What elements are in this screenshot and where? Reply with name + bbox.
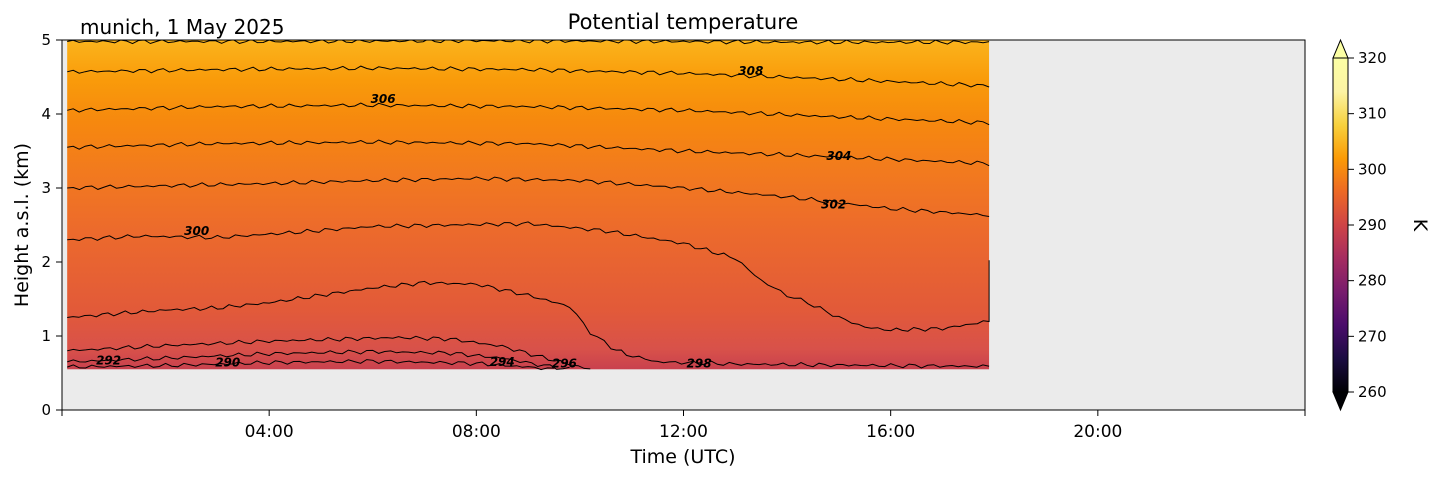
contour-290 — [67, 359, 555, 371]
contour-label-292: 292 — [96, 353, 121, 367]
contour-label-296: 296 — [552, 356, 577, 370]
x-tick-label: 16:00 — [866, 422, 915, 442]
contour-292 — [67, 349, 570, 370]
colorbar-tick-label: 260 — [1358, 383, 1387, 401]
x-tick-label: 04:00 — [245, 422, 294, 442]
contour-lines — [67, 40, 990, 371]
contour-308 — [67, 40, 990, 45]
colorbar-tick-label: 310 — [1358, 105, 1387, 123]
x-tick-label: 08:00 — [452, 422, 501, 442]
colorbar-tick-label: 300 — [1358, 160, 1387, 178]
contour-label-290: 290 — [215, 356, 240, 370]
contour-label-306: 306 — [371, 92, 396, 106]
contour-label-298: 298 — [687, 356, 712, 370]
contour-302 — [67, 139, 990, 167]
contour-label-308: 308 — [738, 64, 763, 78]
contour-300 — [67, 176, 990, 217]
y-tick-label: 2 — [41, 253, 51, 271]
contour-label-302: 302 — [821, 197, 846, 211]
x-tick-label: 12:00 — [659, 422, 708, 442]
contour-304 — [67, 102, 990, 126]
colorbar-ticks: 260 270 280 290 300 310 320 — [1348, 49, 1387, 401]
colorbar-tick-label: 270 — [1358, 327, 1387, 345]
chart-title: Potential temperature — [568, 10, 799, 34]
colorbar-tick-label: 320 — [1358, 49, 1387, 67]
y-tick-label: 1 — [41, 327, 51, 345]
contour-294 — [67, 335, 591, 370]
contour-label-304: 304 — [826, 149, 851, 163]
potential-temperature-field — [67, 40, 990, 370]
contour-label-300: 300 — [184, 224, 209, 238]
contour-298 — [67, 221, 990, 332]
y-axis-ticks: 0 1 2 3 4 5 — [41, 31, 62, 419]
contour-306 — [67, 65, 990, 88]
contour-label-294: 294 — [490, 355, 515, 369]
y-tick-label: 0 — [41, 401, 51, 419]
colorbar-label: K — [1409, 219, 1429, 232]
chart-subtitle: munich, 1 May 2025 — [80, 15, 284, 39]
y-tick-label: 4 — [41, 105, 51, 123]
x-axis-label: Time (UTC) — [629, 446, 735, 468]
colorbar-tick-label: 280 — [1358, 272, 1387, 290]
colorbar-gradient — [1332, 57, 1349, 393]
y-axis-label: Height a.s.l. (km) — [11, 143, 33, 307]
y-tick-label: 3 — [41, 179, 51, 197]
colorbar: 260 270 280 290 300 310 320 K — [1332, 38, 1429, 412]
y-tick-label: 5 — [41, 31, 51, 49]
colorbar-lower-extension — [1332, 391, 1349, 412]
x-tick-label: 20:00 — [1073, 422, 1122, 442]
contour-labels: 290 292 294 296 298 300 302 304 306 308 — [96, 64, 851, 370]
contour-296 — [67, 280, 990, 369]
colorbar-upper-extension — [1332, 38, 1349, 59]
colorbar-tick-label: 290 — [1358, 216, 1387, 234]
x-axis-ticks: 04:00 08:00 12:00 16:00 20:00 — [61, 410, 1306, 442]
